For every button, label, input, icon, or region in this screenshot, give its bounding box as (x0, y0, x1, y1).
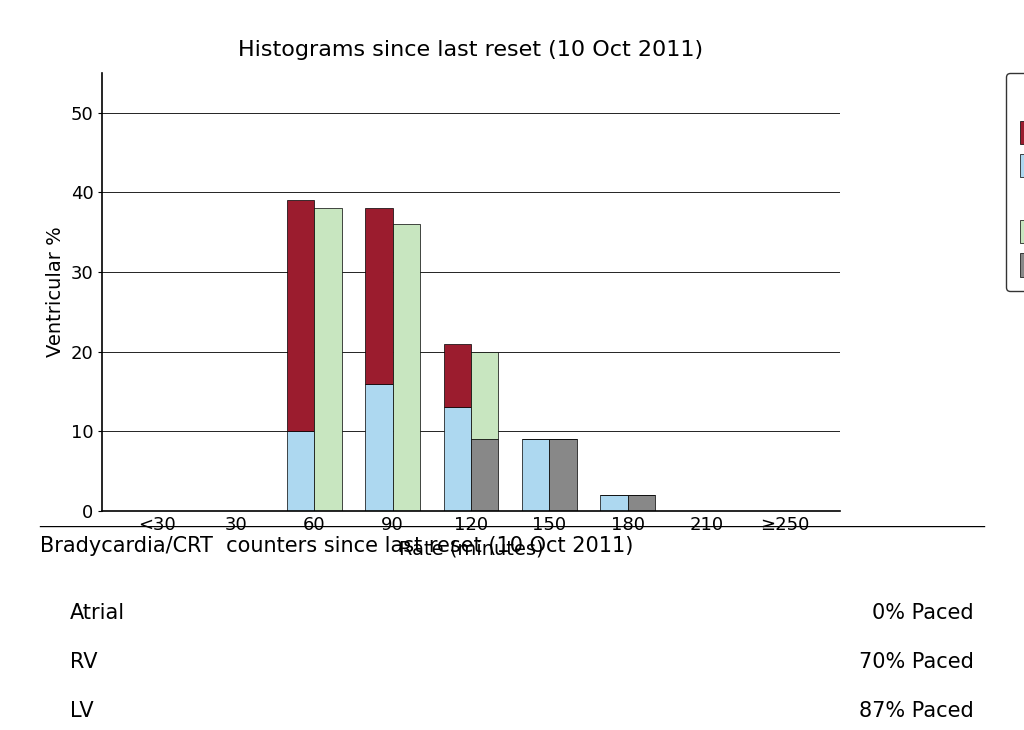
Bar (471, 352, 499, 439)
Y-axis label: Ventricular %: Ventricular % (46, 226, 66, 358)
Bar (366, 208, 392, 383)
Bar (314, 208, 342, 511)
Bar (522, 439, 550, 511)
Text: Bradycardia/CRT  counters since last reset (10 Oct 2011): Bradycardia/CRT counters since last rese… (40, 536, 634, 556)
Bar (471, 439, 499, 511)
Text: Atrial: Atrial (70, 603, 125, 623)
Text: LV: LV (70, 702, 93, 721)
Text: RV: RV (70, 653, 97, 672)
Bar (287, 431, 314, 511)
Bar (550, 439, 577, 511)
Text: 87% Paced: 87% Paced (859, 702, 974, 721)
Text: 70% Paced: 70% Paced (859, 653, 974, 672)
Bar (366, 383, 392, 511)
Title: Histograms since last reset (10 Oct 2011): Histograms since last reset (10 Oct 2011… (239, 40, 703, 61)
Legend: RV, Paced, Sensed, LV, Paced, Sensed: RV, Paced, Sensed, LV, Paced, Sensed (1006, 73, 1024, 291)
Bar (628, 495, 655, 511)
Bar (392, 224, 420, 511)
Bar (600, 495, 628, 511)
X-axis label: Rate (minutes): Rate (minutes) (398, 539, 544, 558)
Bar (443, 344, 471, 407)
Bar (443, 407, 471, 511)
Text: 0% Paced: 0% Paced (872, 603, 974, 623)
Bar (287, 201, 314, 431)
